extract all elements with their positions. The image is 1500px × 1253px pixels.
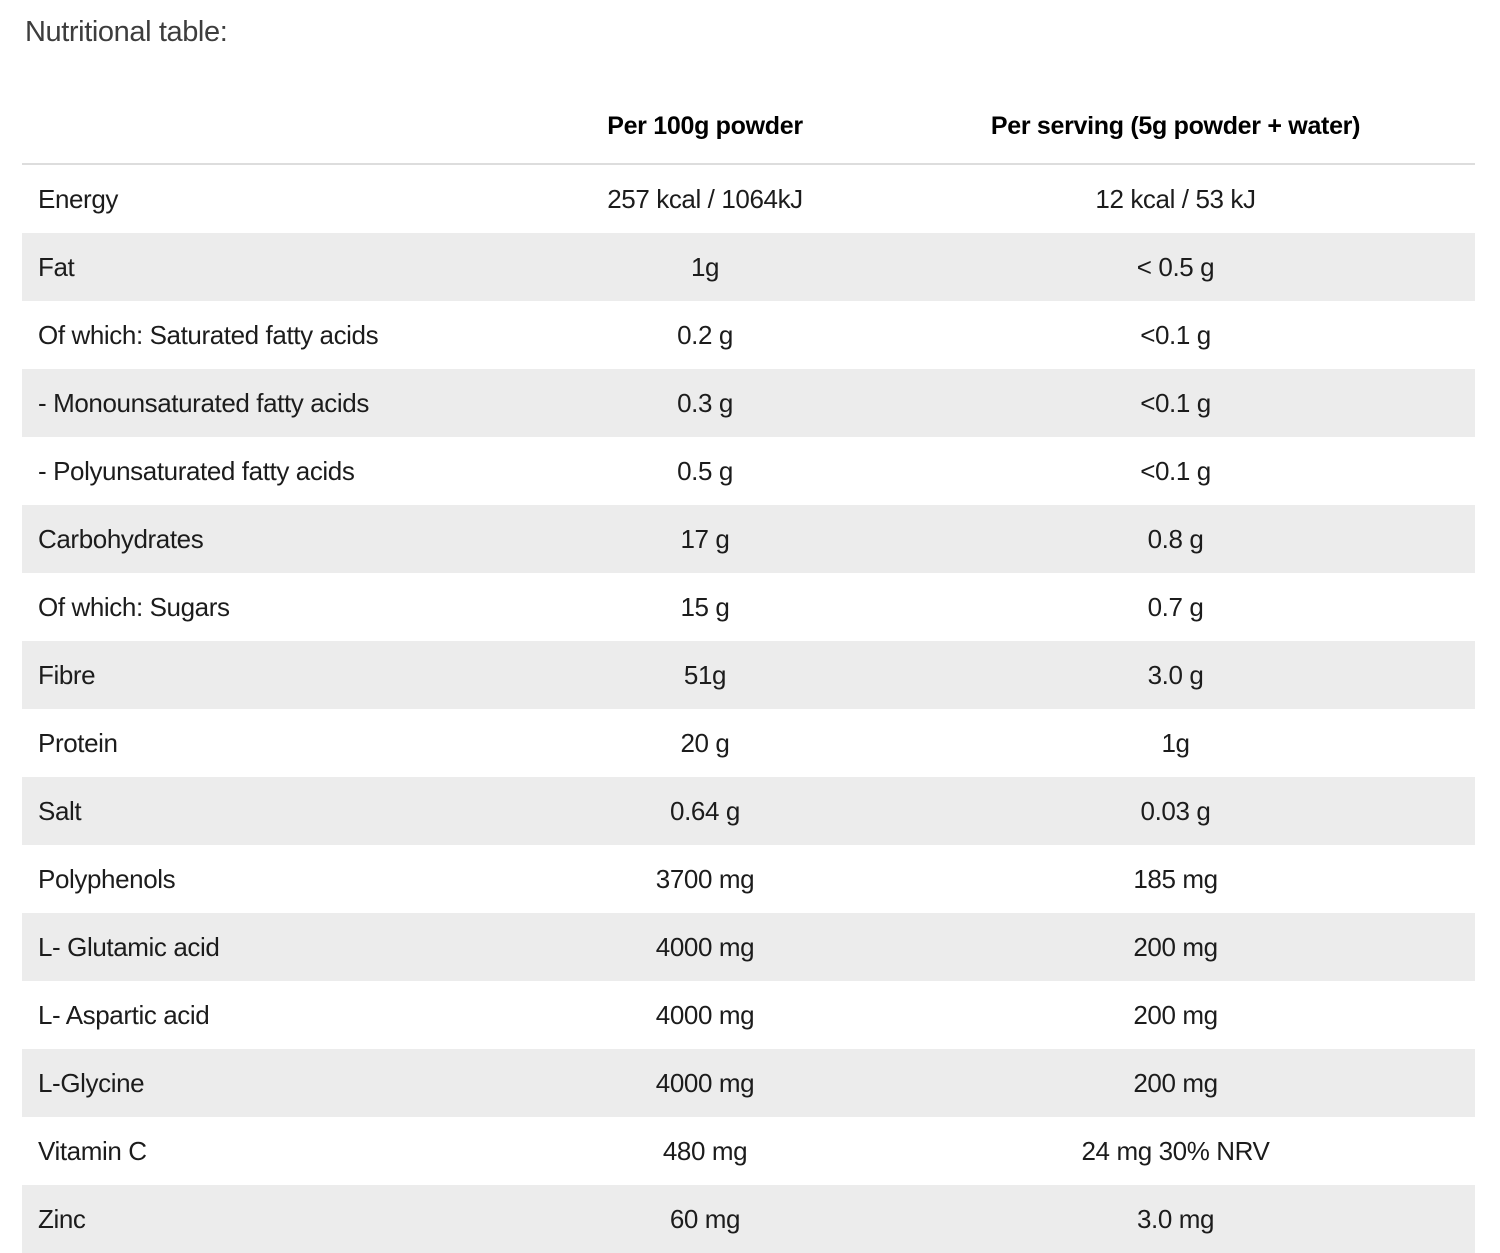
table-row: Of which: Sugars 15 g 0.7 g <box>22 573 1475 641</box>
row-label: Energy <box>38 183 118 214</box>
table-row: L- Glutamic acid 4000 mg 200 mg <box>22 913 1475 981</box>
table-row: - Polyunsaturated fatty acids 0.5 g <0.1… <box>22 437 1475 505</box>
per-100g-value: 1g <box>690 251 720 282</box>
column-header-blank <box>22 106 420 165</box>
per-serving-value: 3.0 g <box>1147 659 1204 690</box>
row-filler <box>1361 981 1475 1049</box>
per-100g-value: 17 g <box>680 523 730 554</box>
nutrition-table-header: Per 100g powder Per serving (5g powder +… <box>22 106 1475 165</box>
row-label: Of which: Saturated fatty acids <box>38 319 379 350</box>
per-serving-value: 200 mg <box>1133 1067 1218 1098</box>
header-row: Per 100g powder Per serving (5g powder +… <box>22 106 1475 165</box>
row-filler <box>1361 164 1475 233</box>
per-100g-value: 60 mg <box>669 1203 741 1234</box>
row-filler <box>1361 437 1475 505</box>
table-row: Zinc 60 mg 3.0 mg <box>22 1185 1475 1253</box>
row-filler <box>1361 845 1475 913</box>
per-100g-value: 15 g <box>680 591 730 622</box>
per-serving-value: 200 mg <box>1133 999 1218 1030</box>
table-row: Carbohydrates 17 g 0.8 g <box>22 505 1475 573</box>
row-filler <box>1361 301 1475 369</box>
table-row: Energy 257 kcal / 1064kJ 12 kcal / 53 kJ <box>22 164 1475 233</box>
table-row: Fat 1g < 0.5 g <box>22 233 1475 301</box>
row-label: Of which: Sugars <box>38 591 230 622</box>
per-100g-value: 3700 mg <box>655 863 755 894</box>
table-row: Protein 20 g 1g <box>22 709 1475 777</box>
per-serving-value: 185 mg <box>1133 863 1218 894</box>
per-serving-value: 0.03 g <box>1140 795 1211 826</box>
table-row: Fibre 51g 3.0 g <box>22 641 1475 709</box>
row-filler <box>1361 505 1475 573</box>
table-row: - Monounsaturated fatty acids 0.3 g <0.1… <box>22 369 1475 437</box>
row-filler <box>1361 913 1475 981</box>
per-100g-value: 0.5 g <box>677 455 733 486</box>
row-label: Polyphenols <box>38 863 176 894</box>
per-100g-value: 4000 mg <box>655 931 755 962</box>
table-row: Of which: Saturated fatty acids 0.2 g <0… <box>22 301 1475 369</box>
per-serving-value: 200 mg <box>1133 931 1218 962</box>
row-label: Carbohydrates <box>38 523 204 554</box>
per-100g-value: 257 kcal / 1064kJ <box>607 183 803 214</box>
per-serving-value: 3.0 mg <box>1136 1203 1215 1234</box>
per-100g-value: 0.3 g <box>677 387 733 418</box>
row-filler <box>1361 1049 1475 1117</box>
column-header-per-100g: Per 100g powder <box>420 106 990 165</box>
per-serving-value: 1g <box>1161 727 1190 758</box>
per-100g-value: 20 g <box>680 727 730 758</box>
table-row: Vitamin C 480 mg 24 mg 30% NRV <box>22 1117 1475 1185</box>
row-label: Salt <box>38 795 82 826</box>
per-serving-value: < 0.5 g <box>1136 251 1215 282</box>
column-header-filler <box>1361 106 1475 165</box>
per-100g-value: 4000 mg <box>655 1067 755 1098</box>
row-filler <box>1361 709 1475 777</box>
row-label: Fibre <box>38 659 96 690</box>
row-label: L-Glycine <box>38 1067 145 1098</box>
row-label: - Polyunsaturated fatty acids <box>38 455 355 486</box>
per-serving-value: <0.1 g <box>1140 455 1211 486</box>
row-label: L- Aspartic acid <box>38 999 210 1030</box>
per-100g-value: 51g <box>683 659 727 690</box>
table-row: L- Aspartic acid 4000 mg 200 mg <box>22 981 1475 1049</box>
table-row: Salt 0.64 g 0.03 g <box>22 777 1475 845</box>
row-filler <box>1361 1117 1475 1185</box>
row-filler <box>1361 369 1475 437</box>
row-label: Protein <box>38 727 118 758</box>
nutrition-table: Per 100g powder Per serving (5g powder +… <box>22 106 1475 1253</box>
per-serving-value: 24 mg 30% NRV <box>1081 1135 1270 1166</box>
page-title: Nutritional table: <box>25 16 228 48</box>
per-100g-value: 0.64 g <box>670 795 740 826</box>
per-100g-value: 0.2 g <box>677 319 733 350</box>
per-serving-value: 0.7 g <box>1147 591 1204 622</box>
nutrition-table-body: Energy 257 kcal / 1064kJ 12 kcal / 53 kJ… <box>22 164 1475 1253</box>
column-header-per-serving: Per serving (5g powder + water) <box>990 106 1361 165</box>
per-serving-value: <0.1 g <box>1140 387 1211 418</box>
row-label: L- Glutamic acid <box>38 931 220 962</box>
row-filler <box>1361 233 1475 301</box>
per-100g-value: 4000 mg <box>655 999 755 1030</box>
row-label: - Monounsaturated fatty acids <box>38 387 369 418</box>
per-100g-value: 480 mg <box>662 1135 748 1166</box>
per-serving-value: 12 kcal / 53 kJ <box>1095 183 1256 214</box>
row-filler <box>1361 777 1475 845</box>
per-serving-value: <0.1 g <box>1140 319 1211 350</box>
per-serving-value: 0.8 g <box>1147 523 1204 554</box>
row-label: Vitamin C <box>38 1135 147 1166</box>
table-row: L-Glycine 4000 mg 200 mg <box>22 1049 1475 1117</box>
row-label: Zinc <box>38 1203 86 1234</box>
row-filler <box>1361 641 1475 709</box>
row-label: Fat <box>38 251 75 282</box>
row-filler <box>1361 1185 1475 1253</box>
row-filler <box>1361 573 1475 641</box>
table-row: Polyphenols 3700 mg 185 mg <box>22 845 1475 913</box>
